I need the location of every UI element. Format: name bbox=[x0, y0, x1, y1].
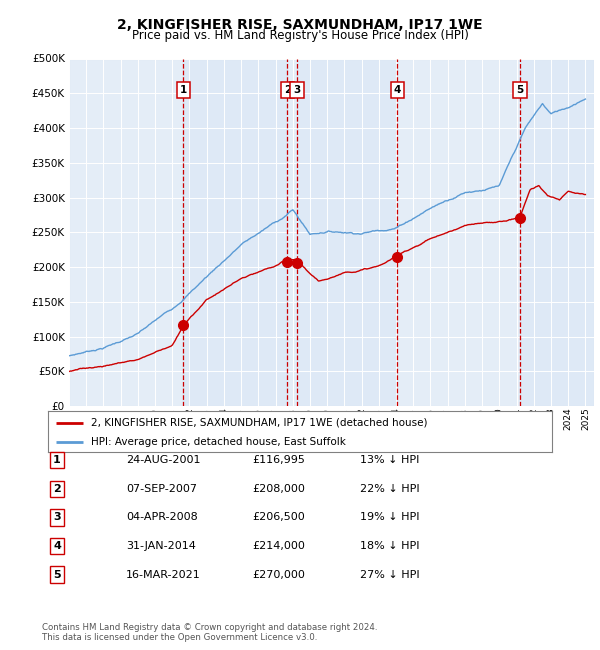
Text: £208,000: £208,000 bbox=[252, 484, 305, 494]
Text: 2: 2 bbox=[53, 484, 61, 494]
Text: 2, KINGFISHER RISE, SAXMUNDHAM, IP17 1WE (detached house): 2, KINGFISHER RISE, SAXMUNDHAM, IP17 1WE… bbox=[91, 418, 427, 428]
Bar bbox=[297, 58, 397, 406]
Text: 24-AUG-2001: 24-AUG-2001 bbox=[126, 455, 200, 465]
Text: Contains HM Land Registry data © Crown copyright and database right 2024.
This d: Contains HM Land Registry data © Crown c… bbox=[42, 623, 377, 642]
Text: 16-MAR-2021: 16-MAR-2021 bbox=[126, 569, 201, 580]
Text: 13% ↓ HPI: 13% ↓ HPI bbox=[360, 455, 419, 465]
Text: HPI: Average price, detached house, East Suffolk: HPI: Average price, detached house, East… bbox=[91, 437, 346, 447]
Bar bbox=[520, 58, 594, 406]
Text: 5: 5 bbox=[53, 569, 61, 580]
Bar bbox=[184, 58, 287, 406]
Text: 31-JAN-2014: 31-JAN-2014 bbox=[126, 541, 196, 551]
Text: 22% ↓ HPI: 22% ↓ HPI bbox=[360, 484, 419, 494]
Text: 4: 4 bbox=[394, 84, 401, 95]
Text: 04-APR-2008: 04-APR-2008 bbox=[126, 512, 198, 523]
Bar bbox=[397, 58, 520, 406]
Text: 07-SEP-2007: 07-SEP-2007 bbox=[126, 484, 197, 494]
Text: 5: 5 bbox=[517, 84, 524, 95]
Text: 2, KINGFISHER RISE, SAXMUNDHAM, IP17 1WE: 2, KINGFISHER RISE, SAXMUNDHAM, IP17 1WE bbox=[117, 18, 483, 32]
Text: 2: 2 bbox=[284, 84, 291, 95]
Bar bbox=[287, 58, 297, 406]
Text: 4: 4 bbox=[53, 541, 61, 551]
Text: Price paid vs. HM Land Registry's House Price Index (HPI): Price paid vs. HM Land Registry's House … bbox=[131, 29, 469, 42]
Text: 1: 1 bbox=[180, 84, 187, 95]
Text: 27% ↓ HPI: 27% ↓ HPI bbox=[360, 569, 419, 580]
Text: £270,000: £270,000 bbox=[252, 569, 305, 580]
Text: 1: 1 bbox=[53, 455, 61, 465]
Text: 3: 3 bbox=[293, 84, 301, 95]
Text: £214,000: £214,000 bbox=[252, 541, 305, 551]
Bar bbox=[69, 58, 184, 406]
Bar bbox=[520, 58, 594, 406]
Text: 3: 3 bbox=[53, 512, 61, 523]
Text: £116,995: £116,995 bbox=[252, 455, 305, 465]
Text: 18% ↓ HPI: 18% ↓ HPI bbox=[360, 541, 419, 551]
Text: £206,500: £206,500 bbox=[252, 512, 305, 523]
Text: 19% ↓ HPI: 19% ↓ HPI bbox=[360, 512, 419, 523]
